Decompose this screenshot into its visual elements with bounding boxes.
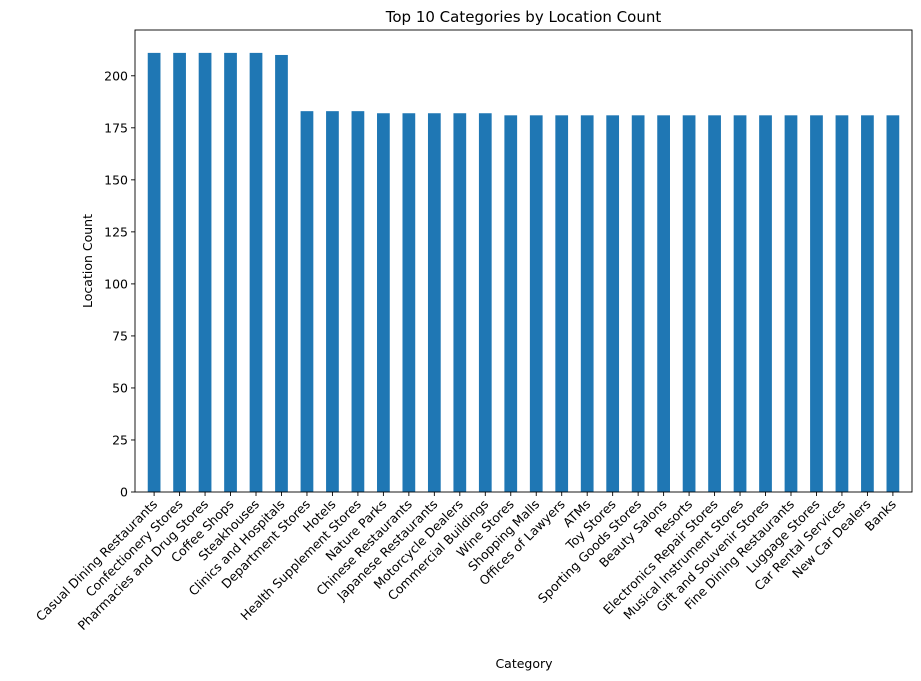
bar <box>198 52 212 492</box>
bars-group <box>147 52 900 493</box>
bar <box>580 115 594 492</box>
x-axis-label: Category <box>495 656 553 671</box>
bar <box>478 113 492 493</box>
bar <box>555 115 569 492</box>
bar <box>504 115 518 492</box>
bar <box>682 115 696 492</box>
bar <box>733 115 747 492</box>
y-axis: 0 25 50 75 100 125 150 175 200 <box>104 68 135 500</box>
y-tick-label: 75 <box>112 328 128 343</box>
y-tick-label: 150 <box>104 172 128 187</box>
chart-title: Top 10 Categories by Location Count <box>385 8 662 26</box>
bar <box>759 115 772 492</box>
bar <box>300 111 314 492</box>
bar <box>835 115 849 492</box>
y-axis-label: Location Count <box>80 214 95 308</box>
bar <box>351 111 365 492</box>
y-tick-label: 175 <box>104 120 128 135</box>
plot-frame <box>134 29 913 493</box>
bar <box>708 115 721 492</box>
bar <box>377 113 390 493</box>
bar <box>427 113 441 493</box>
y-tick-label: 50 <box>112 380 128 395</box>
y-tick-label: 0 <box>120 485 128 500</box>
bar <box>861 115 874 492</box>
y-tick-label: 200 <box>104 68 128 83</box>
bar <box>453 113 467 493</box>
bar <box>224 52 237 492</box>
bar <box>147 52 161 492</box>
y-tick-label: 25 <box>112 432 128 447</box>
bar <box>529 115 543 492</box>
bar <box>173 52 186 492</box>
bar <box>784 115 798 492</box>
bar <box>275 54 288 492</box>
y-tick-label: 100 <box>104 276 128 291</box>
bar <box>402 113 416 493</box>
bar <box>326 111 339 492</box>
bar <box>631 115 645 492</box>
bar <box>810 115 823 492</box>
bar <box>886 115 900 492</box>
bar <box>657 115 670 492</box>
bar <box>249 52 263 492</box>
bar <box>606 115 620 492</box>
y-tick-label: 125 <box>104 224 128 239</box>
